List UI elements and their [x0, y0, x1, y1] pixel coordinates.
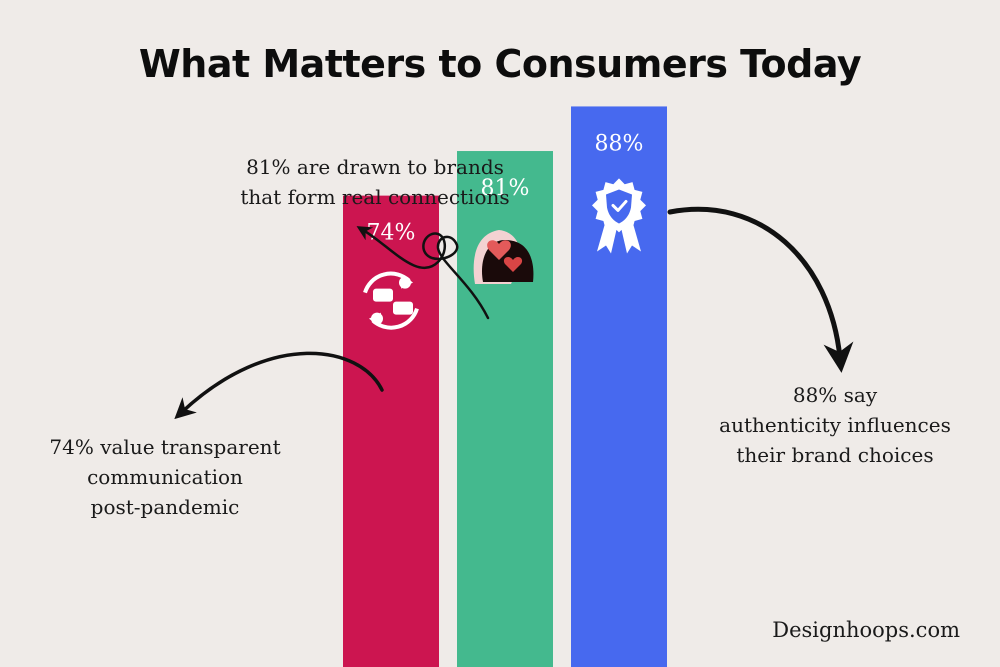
brand-watermark: Designhoops.com — [772, 618, 960, 642]
annotation-left: 74% value transparent communication post… — [20, 432, 310, 522]
annotation-right: 88% say authenticity influences their br… — [690, 380, 980, 470]
annotation-top-line: that form real connections — [240, 185, 510, 209]
arrow-to-top-note — [356, 226, 490, 320]
bar-value-label: 74% — [367, 221, 416, 246]
bar — [343, 195, 439, 667]
annotation-left-line: 74% value transparent — [49, 435, 281, 459]
annotation-top-line: 81% are drawn to brands — [246, 155, 504, 179]
bar-value-label: 88% — [595, 131, 644, 156]
annotation-left-line: communication — [87, 465, 243, 489]
annotation-left-line: post-pandemic — [90, 495, 240, 519]
annotation-right-line: authenticity influences — [719, 413, 951, 437]
bar — [457, 151, 553, 667]
chart-title: What Matters to Consumers Today — [138, 42, 862, 86]
arrow-to-left-note — [174, 351, 384, 420]
heart-profiles-icon — [473, 230, 534, 285]
verified-badge-icon — [592, 178, 646, 254]
annotation-right-line: 88% say — [792, 383, 878, 407]
annotation-right-line: their brand choices — [736, 443, 934, 467]
bar-value-label: 81% — [481, 176, 530, 201]
arrow-to-right-note — [667, 206, 854, 373]
chat-exchange-icon — [363, 271, 419, 330]
annotation-top: 81% are drawn to brands that form real c… — [205, 152, 545, 212]
